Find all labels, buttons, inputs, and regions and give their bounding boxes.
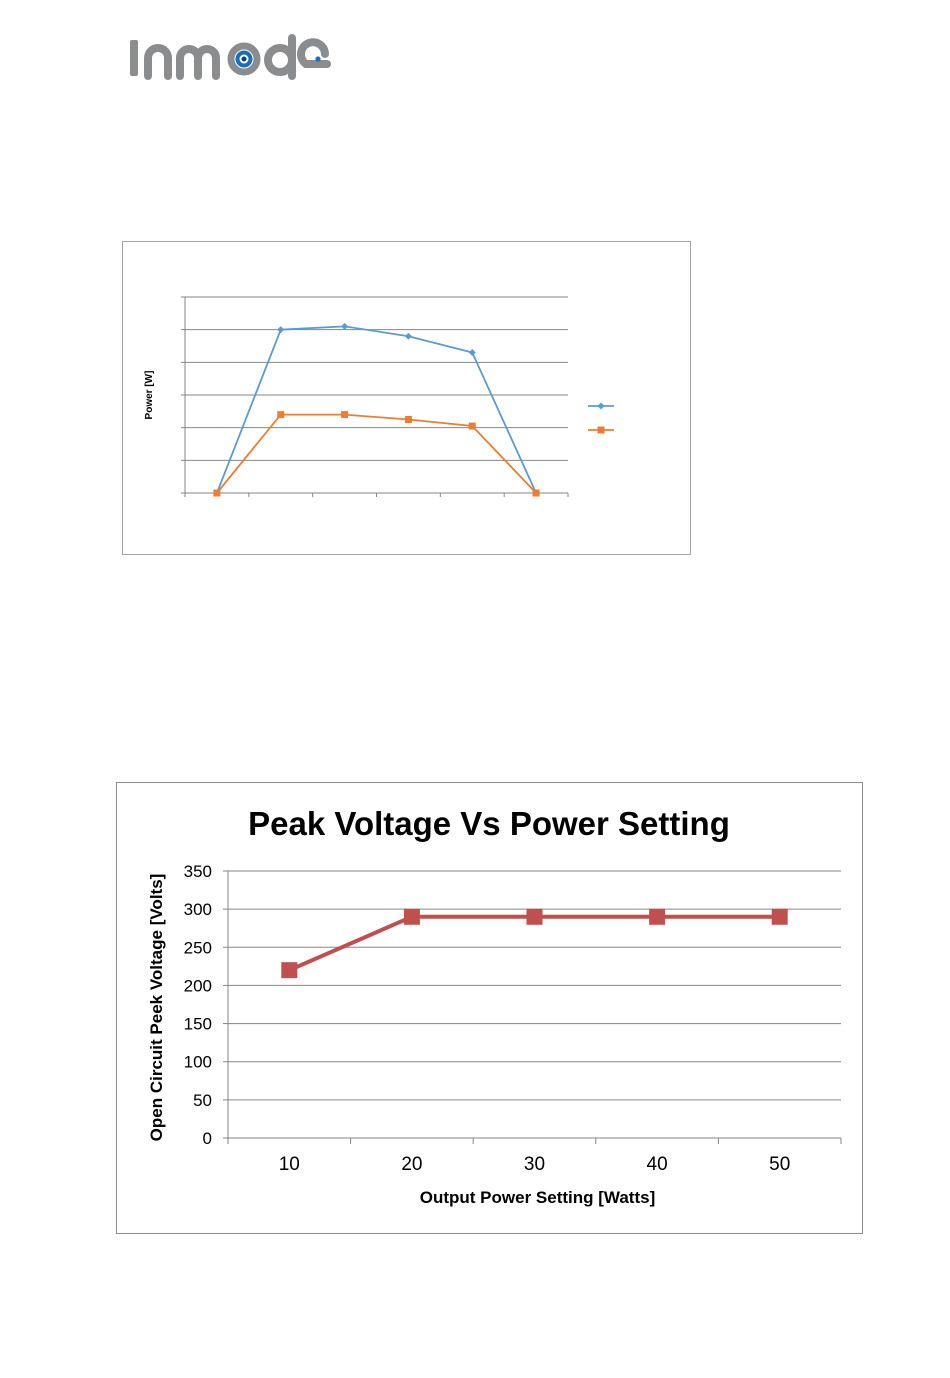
- power-chart-svg: Power [W]: [144, 296, 614, 497]
- legend-marker: [597, 402, 605, 410]
- legend-marker: [597, 426, 605, 434]
- x-axis-label: Output Power Setting [Watts]: [420, 1188, 655, 1207]
- peak-voltage-chart: Peak Voltage Vs Power Setting 0 50 100 150 20…: [116, 782, 863, 1234]
- x-tick-label: 10: [279, 1154, 300, 1175]
- y-axis-label: Power [W]: [144, 371, 155, 420]
- inmode-logo: [130, 34, 331, 80]
- y-tick-label: 0: [203, 1129, 212, 1148]
- y-axis-label: Open Circuit Peek Voltage [Volts]: [147, 874, 166, 1142]
- chart-title: Peak Voltage Vs Power Setting: [248, 805, 730, 842]
- y-tick-label: 200: [184, 976, 212, 995]
- data-point: [404, 332, 412, 340]
- x-tick-label: 50: [769, 1154, 790, 1175]
- data-point: [532, 489, 540, 497]
- y-tick-label: 250: [184, 938, 212, 957]
- data-point: [404, 416, 412, 423]
- data-point: [468, 349, 476, 357]
- x-tick-label: 20: [401, 1154, 422, 1175]
- data-point: [341, 322, 349, 330]
- data-point: [277, 411, 285, 419]
- data-point: [281, 962, 298, 979]
- data-point: [468, 422, 476, 430]
- data-point: [341, 411, 349, 419]
- power-chart: Power [W]: [122, 241, 691, 555]
- data-point: [649, 908, 666, 925]
- y-tick-label: 50: [193, 1091, 212, 1110]
- data-point: [526, 908, 543, 925]
- peak-voltage-chart-svg: Peak Voltage Vs Power Setting 0 50 100 150 20…: [147, 805, 842, 1207]
- x-tick-label: 30: [524, 1154, 545, 1175]
- y-tick-label: 300: [184, 900, 212, 919]
- data-point: [277, 326, 285, 334]
- data-point: [213, 489, 221, 497]
- y-tick-label: 100: [184, 1053, 212, 1072]
- x-tick-label: 40: [647, 1154, 668, 1175]
- series-line: [216, 413, 537, 494]
- data-point: [771, 908, 788, 925]
- data-point: [403, 908, 420, 925]
- series-line: [288, 914, 780, 973]
- y-tick-label: 350: [184, 862, 212, 881]
- y-tick-label: 150: [184, 1015, 212, 1034]
- series-line: [216, 325, 537, 494]
